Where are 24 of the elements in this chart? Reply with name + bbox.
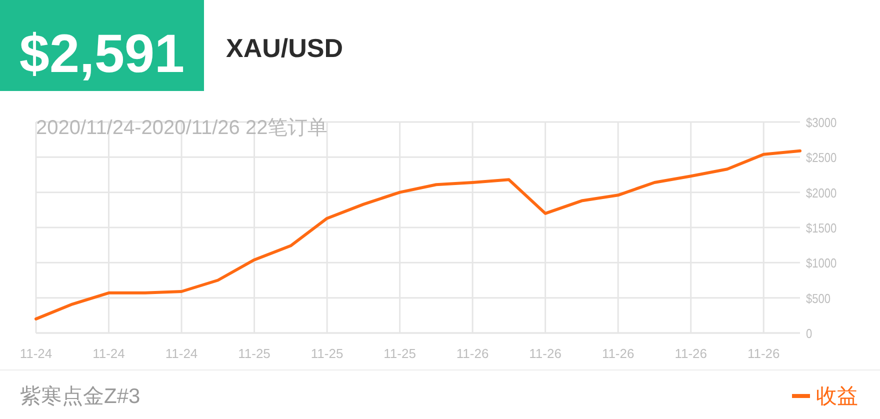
y-tick-label: $2000: [806, 185, 837, 201]
chart-title: XAU/USD: [226, 33, 344, 63]
text: 紫寒点金Z#3: [20, 385, 140, 408]
text: $2,591: [19, 24, 185, 84]
x-tick-label: 11-24: [92, 346, 125, 361]
y-tick-label: $1000: [806, 256, 837, 271]
x-tick-label: 11-25: [310, 346, 344, 361]
y-tick-label: $2500: [806, 150, 837, 166]
x-tick-label: 11-26: [747, 346, 780, 361]
y-tick-label: $500: [806, 290, 831, 306]
x-tick-label: 11-25: [238, 346, 270, 361]
annotation: 2020/11/24-2020/11/26 22笔订单: [36, 117, 328, 139]
line-series: [34, 149, 802, 320]
x-tick-label: 11-24: [20, 346, 52, 361]
x-tick-label: 11-26: [529, 346, 562, 361]
y-tick-label: $1500: [806, 220, 837, 236]
legend-label: 收益: [816, 385, 858, 408]
x-tick-label: 11-26: [456, 346, 489, 361]
x-tick-label: 11-26: [602, 346, 634, 361]
x-tick-label: 11-25: [384, 346, 416, 361]
y-tick-label: 0: [806, 326, 812, 342]
x-tick-label: 11-24: [165, 346, 198, 361]
x-tick-label: 11-26: [674, 346, 708, 361]
y-tick-label: $3000: [806, 115, 837, 130]
